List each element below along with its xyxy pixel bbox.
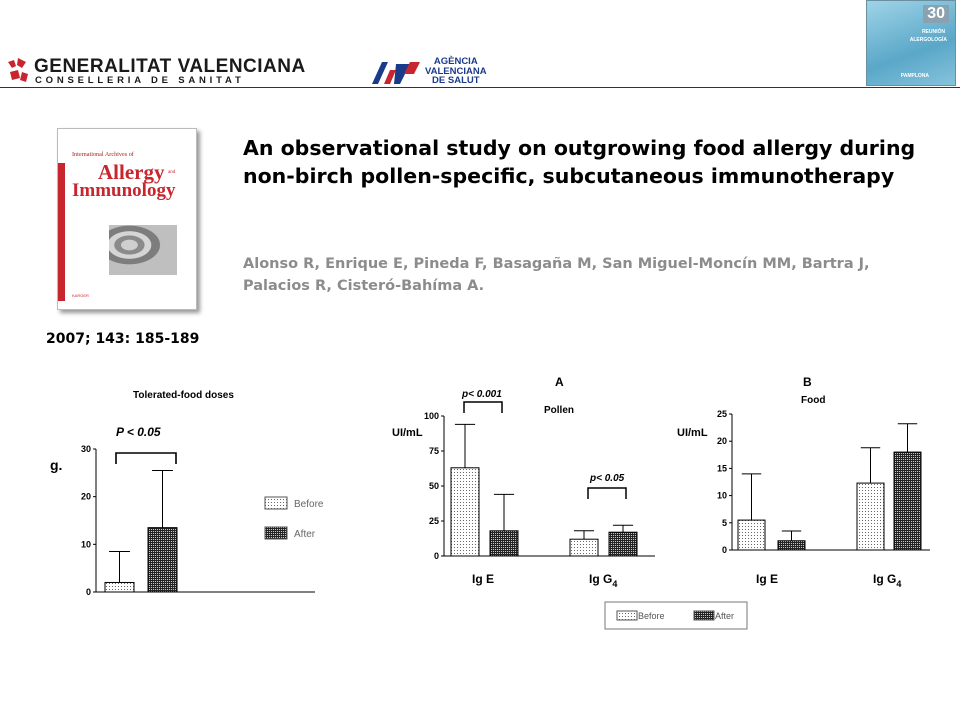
- congress-number: 30: [923, 5, 949, 23]
- chart2-ytick-label-0: 0: [434, 551, 439, 561]
- chart-food: B Food UI/mL 0 5 10 15 20 25 Ig E Ig G4 Befor…: [604, 375, 930, 630]
- chart3-ytick-label-0: 0: [722, 545, 727, 555]
- congress-line-3: PAMPLONA: [900, 73, 929, 79]
- chart2-ytick-label-1: 25: [429, 516, 439, 526]
- chart2-ytick-label-3: 75: [429, 446, 439, 456]
- chart1-bar-0: [104, 581, 135, 593]
- avs-line-3: DE SALUT: [432, 75, 480, 86]
- citation: 2007; 143: 185-189: [46, 331, 200, 347]
- chart3-ytick-label-1: 5: [722, 518, 727, 528]
- cover-journal-word2: Immunology: [72, 180, 176, 201]
- chart2-annotation-ige: p< 0.001: [461, 389, 502, 400]
- chart2-category-ige: Ig E: [472, 572, 494, 586]
- generalitat-valenciana-logo: GENERALITAT VALENCIANA CONSELLERIA DE SA…: [4, 56, 305, 88]
- chart1-legend-before: Before: [294, 499, 324, 510]
- avs-mark-icon: [372, 62, 420, 84]
- congress-logo: 30 REUNIÓN ALERGOLOGÍA PAMPLONA: [866, 0, 956, 86]
- congress-line-1: REUNIÓN: [921, 29, 945, 35]
- cover-red-bar: [58, 163, 65, 301]
- chart3-legend-after: After: [715, 611, 734, 621]
- chart3-title: Food: [801, 395, 825, 406]
- chart2-annotation-igg4: p< 0.05: [589, 473, 625, 484]
- chart3-bar-after-1: [893, 451, 922, 551]
- chart3-category-subscript: 4: [896, 579, 901, 589]
- chart1-ytick-label-2: 20: [81, 492, 91, 502]
- chart2-bar-before-0: [450, 467, 480, 557]
- chart3-legend-before: Before: [638, 611, 665, 621]
- chart2-bar-after-0: [489, 530, 519, 557]
- cover-publisher: KARGER: [72, 293, 89, 298]
- cover-journal-word1: Allergy: [98, 160, 165, 184]
- chart3-ytick-label-4: 20: [717, 436, 727, 446]
- chart2-ytick-label-4: 100: [424, 411, 439, 421]
- congress-line-2: ALERGOLOGÍA: [909, 37, 947, 43]
- chart2-panel: A: [555, 375, 564, 389]
- chart3-ytick-label-2: 10: [717, 491, 727, 501]
- gv-name: GENERALITAT VALENCIANA: [34, 56, 306, 77]
- chart-tolerated-doses: Tolerated-food doses g. 0 10 20 30 P < 0.05…: [50, 390, 324, 597]
- chart3-ytick-label-5: 25: [717, 409, 727, 419]
- chart1-ytick-label-0: 0: [86, 587, 91, 597]
- chart2-ylabel: UI/mL: [392, 427, 423, 439]
- chart2-bar-before-1: [569, 538, 599, 557]
- chart1-title: Tolerated-food doses: [133, 390, 234, 401]
- chart1-ytick-label-3: 30: [81, 444, 91, 454]
- chart1-legend-before-swatch: [264, 496, 288, 510]
- chart2-bracket-ige: [463, 401, 503, 413]
- cover-micrograph: [109, 225, 177, 275]
- chart3-legend-after-swatch: [693, 610, 715, 621]
- chart3-bar-before-1: [856, 482, 885, 551]
- chart3-ytick-label-3: 15: [717, 463, 727, 473]
- chart3-bar-after-0: [777, 540, 806, 551]
- chart1-ytick-label-1: 10: [81, 539, 91, 549]
- chart2-ytick-label-2: 50: [429, 481, 439, 491]
- chart2-category-subscript: 4: [612, 579, 617, 589]
- chart3-panel: B: [803, 375, 812, 389]
- header-divider: [0, 87, 960, 88]
- chart3-ylabel: UI/mL: [677, 427, 708, 439]
- chart-pollen: A Pollen UI/mL 0 25 50 75 100 p< 0.001 p< 0.…: [392, 375, 655, 589]
- chart3-category-igg4: Ig G4: [873, 572, 901, 589]
- chart2-bar-after-1: [608, 531, 638, 557]
- chart1-bracket: [115, 452, 177, 464]
- journal-cover: International Archives of Allergy and Im…: [57, 128, 197, 310]
- chart3-category-ige: Ig E: [756, 572, 778, 586]
- chart1-legend-after-swatch: [264, 526, 288, 540]
- chart1-bar-1: [147, 527, 178, 593]
- avs-line-1: AGÈNCIA: [433, 56, 478, 67]
- gv-department: CONSELLERIA DE SANITAT: [35, 75, 245, 86]
- chart1-annotation: P < 0.05: [116, 425, 161, 439]
- chart1-legend-after: After: [294, 529, 316, 540]
- avs-line-2: VALENCIANA: [425, 65, 487, 77]
- chart3-bar-before-0: [737, 519, 766, 551]
- bat-emblem-icon: [8, 58, 28, 82]
- cover-journal-and: and: [168, 170, 176, 175]
- paper-title: An observational study on outgrowing foo…: [243, 136, 916, 188]
- chart2-bracket-igg4: [587, 487, 627, 499]
- chart2-title: Pollen: [544, 405, 574, 416]
- chart2-category-igg4: Ig G4: [589, 572, 617, 589]
- avs-name: AGÈNCIA VALENCIANA DE SALUT: [425, 57, 487, 86]
- chart1-ylabel: g.: [50, 457, 62, 473]
- cover-journal-top: International Archives of: [72, 151, 134, 158]
- chart3-legend-before-swatch: [616, 610, 638, 621]
- agencia-valenciana-logo: AGÈNCIA VALENCIANA DE SALUT: [370, 56, 550, 88]
- paper-authors: Alonso R, Enrique E, Pineda F, Basagaña …: [243, 256, 870, 294]
